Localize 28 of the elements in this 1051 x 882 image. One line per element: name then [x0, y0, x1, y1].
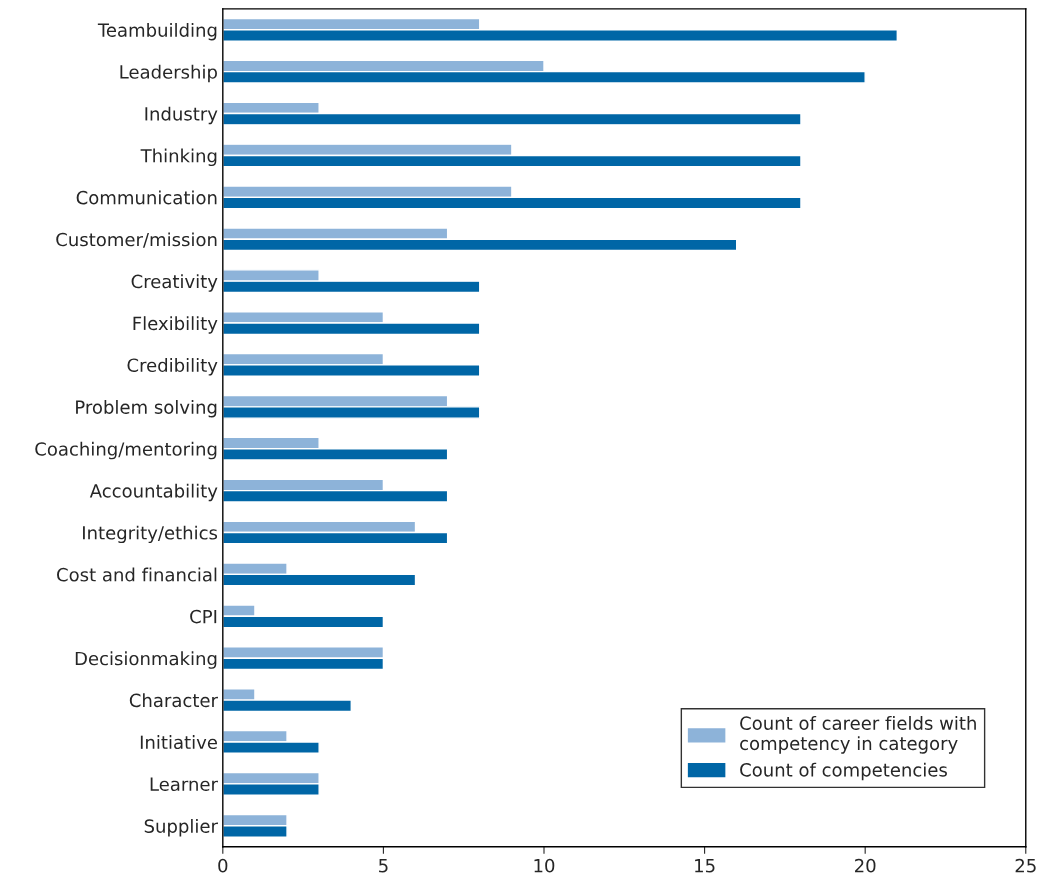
y-tick-label: Decisionmaking [75, 651, 217, 669]
x-tick-label: 15 [695, 859, 715, 873]
y-tick-label: Cost and financial [57, 567, 217, 582]
y-tick-label: Teambuilding [97, 22, 217, 41]
y-tick-label: Character [129, 693, 218, 708]
y-tick-label: Communication [76, 190, 217, 205]
y-tick-label: Learner [150, 777, 218, 791]
x-tick-label: 10 [534, 858, 555, 873]
y-tick-label: Flexibility [133, 316, 218, 334]
y-tick-label: Customer/mission [56, 232, 217, 248]
y-tick-label: Industry [145, 106, 218, 125]
y-tick-label: Supplier [144, 818, 218, 837]
x-tick-label: 20 [855, 858, 876, 873]
y-tick-label: CPI [190, 609, 217, 624]
y-tick-label: Credibility [127, 358, 218, 376]
legend-label: Count of career fields with competency in category [740, 716, 976, 754]
y-tick-label: Problem solving [76, 399, 217, 418]
y-tick-label: Leadership [120, 64, 217, 83]
y-tick-label: Initiative [140, 735, 217, 750]
y-tick-label: Accountability [89, 483, 218, 502]
x-tick-label: 25 [1015, 858, 1036, 873]
y-tick-label: Thinking [140, 148, 217, 167]
legend-label: Count of competencies [740, 762, 947, 781]
x-tick-label: 0 [218, 858, 228, 873]
x-tick-label: 5 [379, 859, 388, 873]
y-tick-label: Creativity [131, 274, 218, 292]
y-tick-label: Integrity/ethics [83, 525, 218, 544]
y-tick-label: Coaching/mentoring [35, 441, 217, 460]
